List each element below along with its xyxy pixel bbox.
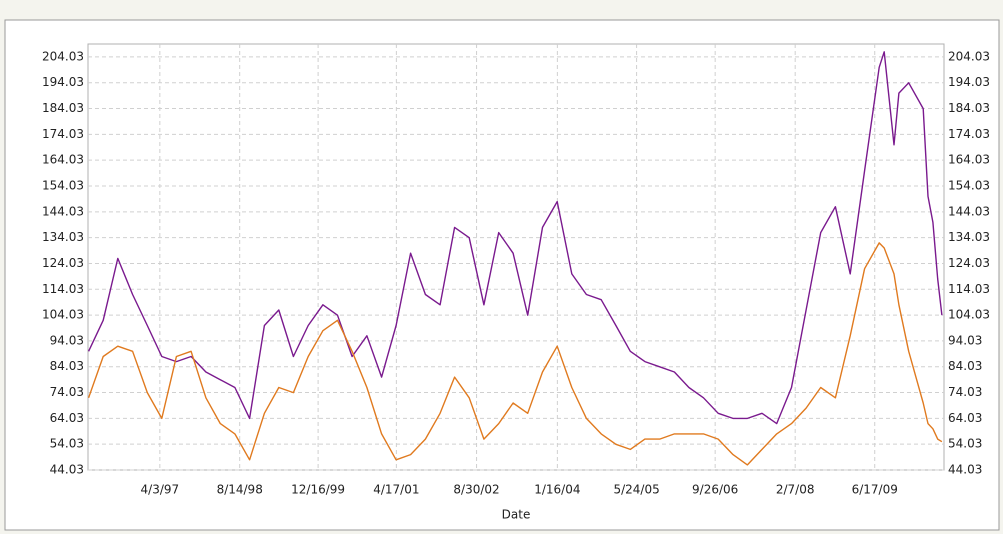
x-tick-label: 8/30/02 bbox=[453, 483, 499, 497]
y-tick-label: 194.03 bbox=[42, 75, 84, 89]
x-tick-label: 8/14/98 bbox=[217, 483, 263, 497]
x-tick-label: 5/24/05 bbox=[613, 483, 659, 497]
y2-tick-label: 94.03 bbox=[948, 333, 982, 347]
x-tick-label: 1/16/04 bbox=[534, 483, 580, 497]
y-tick-label: 104.03 bbox=[42, 308, 84, 322]
y-tick-label: 174.03 bbox=[42, 127, 84, 141]
y-tick-label: 114.03 bbox=[42, 282, 84, 296]
y2-tick-label: 114.03 bbox=[948, 282, 990, 296]
y2-tick-label: 134.03 bbox=[948, 230, 990, 244]
y-tick-label: 54.03 bbox=[50, 437, 84, 451]
x-tick-label: 6/17/09 bbox=[852, 483, 898, 497]
y2-tick-label: 84.03 bbox=[948, 359, 982, 373]
series-line bbox=[87, 242, 943, 466]
x-tick-label: 12/16/99 bbox=[291, 483, 345, 497]
y2-tick-label: 124.03 bbox=[948, 256, 990, 270]
y2-tick-label: 154.03 bbox=[948, 179, 990, 193]
y-tick-label: 84.03 bbox=[50, 359, 84, 373]
y-tick-label: 94.03 bbox=[50, 333, 84, 347]
series-line bbox=[87, 51, 943, 425]
y-tick-label: 44.03 bbox=[50, 463, 84, 477]
x-axis-label: Date bbox=[502, 508, 531, 522]
plot-area bbox=[87, 43, 945, 471]
y2-tick-label: 44.03 bbox=[948, 463, 982, 477]
y-tick-label: 154.03 bbox=[42, 179, 84, 193]
y2-tick-label: 174.03 bbox=[948, 127, 990, 141]
x-tick-label: 2/7/08 bbox=[776, 483, 815, 497]
y2-tick-label: 74.03 bbox=[948, 385, 982, 399]
y2-tick-label: 144.03 bbox=[948, 204, 990, 218]
y2-tick-label: 64.03 bbox=[948, 411, 982, 425]
y2-tick-label: 194.03 bbox=[948, 75, 990, 89]
y-tick-label: 64.03 bbox=[50, 411, 84, 425]
x-tick-label: 4/3/97 bbox=[141, 483, 180, 497]
y-tick-label: 184.03 bbox=[42, 101, 84, 115]
x-tick-label: 4/17/01 bbox=[373, 483, 419, 497]
y2-tick-label: 204.03 bbox=[948, 49, 990, 63]
y2-tick-label: 184.03 bbox=[948, 101, 990, 115]
y-tick-label: 124.03 bbox=[42, 256, 84, 270]
x-tick-label: 9/26/06 bbox=[692, 483, 738, 497]
y-tick-label: 164.03 bbox=[42, 153, 84, 167]
y2-tick-label: 104.03 bbox=[948, 308, 990, 322]
y-tick-label: 74.03 bbox=[50, 385, 84, 399]
y2-tick-label: 54.03 bbox=[948, 437, 982, 451]
y-tick-label: 134.03 bbox=[42, 230, 84, 244]
y-tick-label: 204.03 bbox=[42, 49, 84, 63]
y-tick-label: 144.03 bbox=[42, 204, 84, 218]
y2-tick-label: 164.03 bbox=[948, 153, 990, 167]
